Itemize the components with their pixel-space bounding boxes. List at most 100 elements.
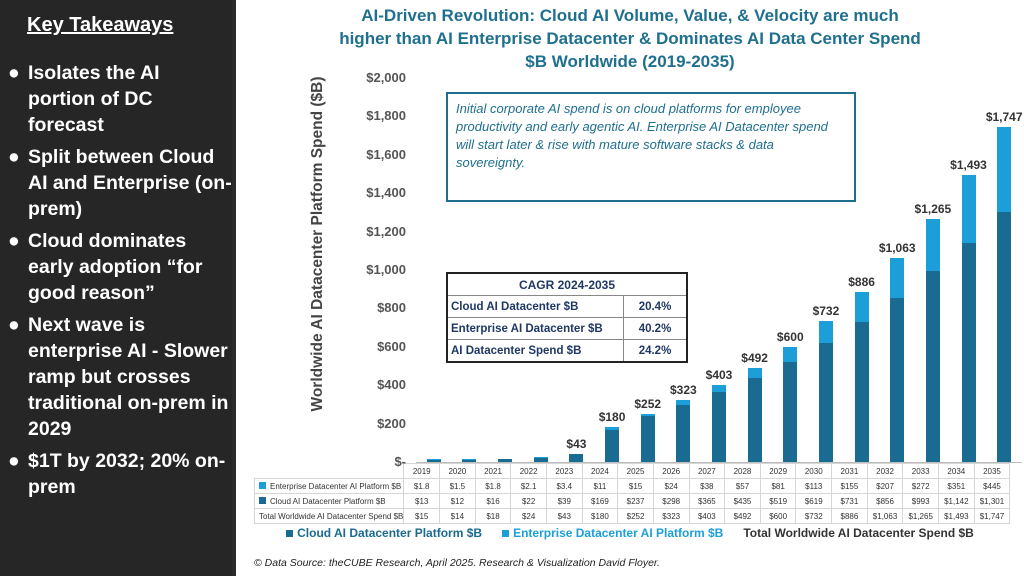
table-row-label-text: Enterprise Datacenter AI Platform $B bbox=[270, 481, 402, 491]
stacked-bar bbox=[854, 291, 869, 462]
stacked-bar bbox=[569, 453, 584, 462]
chart-title-line: AI-Driven Revolution: Cloud AI Volume, V… bbox=[361, 6, 899, 25]
y-tick-label: $- bbox=[394, 454, 406, 469]
bar-total-label: $886 bbox=[848, 274, 875, 289]
bullet-icon: ● bbox=[8, 450, 20, 472]
table-cell: $1.5 bbox=[439, 478, 476, 494]
table-cell: $731 bbox=[831, 493, 868, 509]
table-row-label: Enterprise Datacenter AI Platform $B bbox=[253, 478, 405, 494]
y-tick-label: $1,800 bbox=[366, 108, 406, 124]
stacked-bar bbox=[997, 126, 1012, 462]
takeaway-text: Cloud dominates early adoption “for good… bbox=[28, 230, 203, 304]
stacked-bar bbox=[890, 257, 905, 462]
bar-segment-cloud bbox=[890, 297, 905, 462]
table-row: Enterprise Datacenter AI Platform $B $1.8… bbox=[253, 478, 1011, 494]
x-tick-label: 2026 bbox=[652, 463, 690, 479]
bar-total-label: $323 bbox=[669, 383, 697, 398]
bullet-icon: ● bbox=[8, 62, 20, 84]
bullet-icon: ● bbox=[8, 314, 20, 336]
table-cell: $24 bbox=[510, 508, 547, 524]
takeaway-item: ● Isolates the AI portion of DC forecast bbox=[0, 60, 232, 138]
stacked-bar bbox=[818, 321, 833, 462]
stacked-bar bbox=[462, 459, 477, 462]
cagr-row-value: 20.4% bbox=[623, 295, 688, 318]
legend-swatch-icon bbox=[502, 530, 510, 537]
bar-segment-enterprise bbox=[712, 384, 726, 392]
bar-segment-enterprise bbox=[569, 453, 584, 455]
table-cell: $1,301 bbox=[973, 493, 1011, 509]
stacked-bar bbox=[712, 384, 726, 462]
stacked-bar bbox=[640, 413, 655, 462]
bar-segment-enterprise bbox=[890, 257, 905, 298]
cagr-row-value: 40.2% bbox=[623, 317, 688, 340]
table-cell: $519 bbox=[759, 493, 797, 509]
chart-title-line: higher than AI Enterprise Datacenter & D… bbox=[339, 29, 921, 48]
source-note: © Data Source: theCUBE Research, April 2… bbox=[254, 557, 660, 569]
table-row: Total Worldwide AI Datacenter Spend $B $1… bbox=[253, 508, 1011, 524]
table-cell: $445 bbox=[973, 478, 1011, 494]
stacked-bar bbox=[676, 400, 691, 462]
x-tick-label: 2025 bbox=[617, 463, 654, 479]
takeaway-item: ● Next wave is enterprise AI - Slower ram… bbox=[0, 312, 232, 442]
bar-total-label: $1,265 bbox=[914, 202, 952, 217]
table-row: Cloud AI Datacenter Platform $B $13 $12 $16… bbox=[253, 493, 1011, 509]
bar-segment-enterprise bbox=[605, 427, 620, 430]
bullet-icon: ● bbox=[8, 146, 20, 168]
takeaway-text: $1T by 2032; 20% on-prem bbox=[28, 450, 226, 498]
table-cell: $2.1 bbox=[510, 478, 547, 494]
x-tick-label: 2023 bbox=[545, 463, 583, 479]
table-cell: $993 bbox=[902, 493, 939, 509]
table-cell: $403 bbox=[688, 508, 726, 524]
table-cell: $323 bbox=[652, 508, 690, 524]
x-tick-label: 2024 bbox=[581, 463, 619, 479]
table-cell: $169 bbox=[581, 493, 619, 509]
bar-segment-enterprise bbox=[676, 400, 691, 405]
takeaway-text: Next wave is enterprise AI - Slower ramp… bbox=[28, 314, 229, 440]
table-cell: $14 bbox=[439, 508, 476, 524]
table-cell: $1,493 bbox=[938, 508, 975, 524]
bar-segment-cloud bbox=[712, 391, 726, 462]
bar-segment-cloud bbox=[818, 343, 833, 462]
table-cell: $1,265 bbox=[902, 508, 939, 524]
legend-key-icon bbox=[259, 496, 266, 504]
bullet-icon: ● bbox=[8, 230, 20, 252]
table-cell: $12 bbox=[439, 493, 476, 509]
bar-segment-enterprise bbox=[997, 126, 1012, 213]
table-cell: $18 bbox=[474, 508, 512, 524]
table-cell: $15 bbox=[403, 508, 441, 524]
bar-segment-cloud bbox=[676, 404, 691, 462]
chart-title-line: $B Worldwide (2019-2035) bbox=[525, 52, 735, 71]
table-cell: $435 bbox=[724, 493, 761, 509]
takeaways-list: ● Isolates the AI portion of DC forecast ●… bbox=[0, 60, 232, 506]
x-tick-label: 2033 bbox=[902, 463, 939, 479]
bar-segment-cloud bbox=[498, 458, 513, 462]
stacked-bar bbox=[533, 457, 548, 462]
table-cell: $11 bbox=[581, 478, 619, 494]
y-tick-label: $2,000 bbox=[366, 70, 406, 85]
legend-item: Cloud AI Datacenter Platform $B bbox=[286, 526, 482, 540]
stacked-bar bbox=[961, 175, 976, 462]
bar-segment-cloud bbox=[533, 457, 548, 462]
y-tick-label: $400 bbox=[377, 377, 406, 393]
cagr-row-label: Cloud AI Datacenter $B bbox=[446, 295, 624, 318]
y-tick-label: $1,400 bbox=[366, 185, 406, 201]
table-cell: $1,063 bbox=[866, 508, 904, 524]
table-row-label: Cloud AI Datacenter Platform $B bbox=[253, 493, 405, 509]
table-cell: $1,747 bbox=[973, 508, 1011, 524]
table-cell: $38 bbox=[688, 478, 726, 494]
x-tick-label: 2030 bbox=[795, 463, 833, 479]
takeaway-text: Isolates the AI portion of DC forecast bbox=[28, 62, 160, 136]
legend-label: Total Worldwide AI Datacenter Spend $B bbox=[743, 526, 974, 540]
y-tick-label: $200 bbox=[377, 415, 406, 431]
bar-segment-enterprise bbox=[747, 367, 762, 379]
cagr-row-label: Enterprise AI Datacenter $B bbox=[446, 317, 624, 340]
bar-total-label: $403 bbox=[705, 367, 733, 382]
cagr-row-value: 24.2% bbox=[623, 339, 688, 363]
table-cell: $57 bbox=[724, 478, 761, 494]
bar-segment-enterprise bbox=[961, 175, 976, 243]
table-cell: $81 bbox=[759, 478, 797, 494]
bar-segment-cloud bbox=[569, 454, 584, 462]
bar-total-label: $732 bbox=[812, 304, 840, 319]
table-cell: $272 bbox=[902, 478, 939, 494]
bar-total-label: $43 bbox=[566, 436, 587, 451]
